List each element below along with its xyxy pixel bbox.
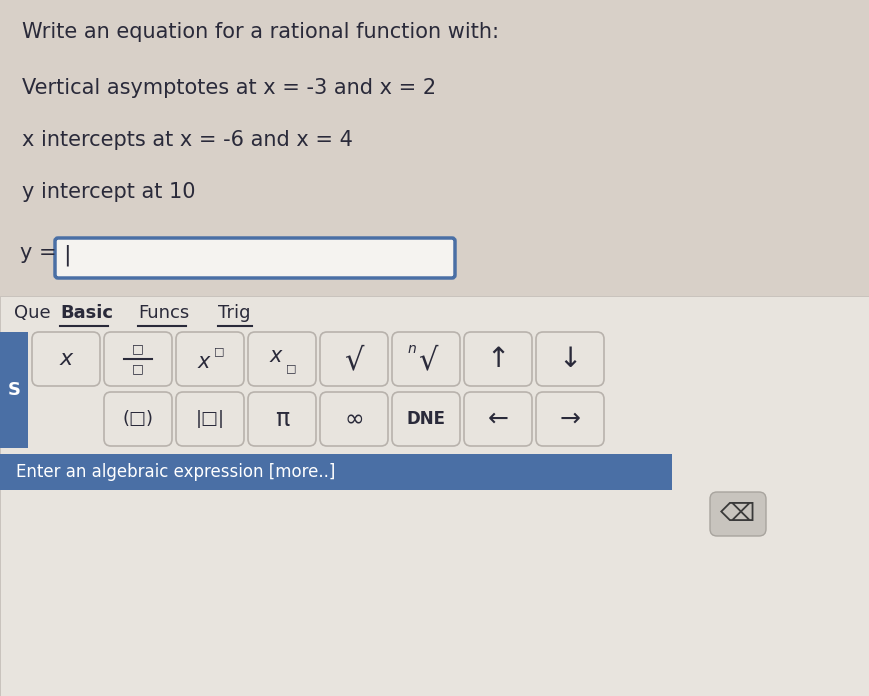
FancyBboxPatch shape <box>176 332 243 386</box>
Text: DNE: DNE <box>406 410 445 428</box>
Text: x intercepts at x = -6 and x = 4: x intercepts at x = -6 and x = 4 <box>22 130 353 150</box>
Text: Write an equation for a rational function with:: Write an equation for a rational functio… <box>22 22 499 42</box>
FancyBboxPatch shape <box>392 332 460 386</box>
Text: □: □ <box>132 342 143 356</box>
FancyBboxPatch shape <box>248 332 315 386</box>
FancyBboxPatch shape <box>32 332 100 386</box>
Text: Vertical asymptotes at x = -3 and x = 2: Vertical asymptotes at x = -3 and x = 2 <box>22 78 435 98</box>
Text: ⌫: ⌫ <box>720 502 755 526</box>
Text: ←: ← <box>487 407 507 431</box>
FancyBboxPatch shape <box>104 392 172 446</box>
Text: Que: Que <box>14 304 50 322</box>
FancyBboxPatch shape <box>535 332 603 386</box>
FancyBboxPatch shape <box>104 332 172 386</box>
Text: ∞: ∞ <box>344 407 363 431</box>
FancyBboxPatch shape <box>176 392 243 446</box>
Text: →: → <box>559 407 580 431</box>
FancyBboxPatch shape <box>248 392 315 446</box>
Text: π: π <box>275 407 289 431</box>
Bar <box>0 296 869 696</box>
Text: Trig: Trig <box>218 304 250 322</box>
FancyBboxPatch shape <box>535 392 603 446</box>
Text: x: x <box>269 346 282 366</box>
Text: |□|: |□| <box>196 410 224 428</box>
Text: (□): (□) <box>123 410 153 428</box>
Text: y intercept at 10: y intercept at 10 <box>22 182 196 202</box>
Text: n: n <box>408 342 416 356</box>
Text: Funcs: Funcs <box>138 304 189 322</box>
Text: √: √ <box>344 347 363 376</box>
FancyBboxPatch shape <box>320 332 388 386</box>
Bar <box>0 454 671 490</box>
FancyBboxPatch shape <box>320 392 388 446</box>
FancyBboxPatch shape <box>463 392 531 446</box>
Text: x: x <box>197 352 210 372</box>
Text: Enter an algebraic expression [more..]: Enter an algebraic expression [more..] <box>16 463 335 481</box>
Text: y =: y = <box>20 243 56 263</box>
Text: ↓: ↓ <box>558 345 581 373</box>
Text: S: S <box>8 381 21 399</box>
Text: |: | <box>63 245 70 267</box>
Text: □: □ <box>214 346 224 356</box>
Text: ↑: ↑ <box>486 345 509 373</box>
Text: √: √ <box>418 347 437 376</box>
Text: x: x <box>59 349 72 369</box>
FancyBboxPatch shape <box>55 238 454 278</box>
Text: Basic: Basic <box>60 304 113 322</box>
Text: □: □ <box>285 363 296 373</box>
FancyBboxPatch shape <box>709 492 765 536</box>
Bar <box>0 332 28 448</box>
Text: □: □ <box>132 363 143 376</box>
FancyBboxPatch shape <box>463 332 531 386</box>
FancyBboxPatch shape <box>392 392 460 446</box>
